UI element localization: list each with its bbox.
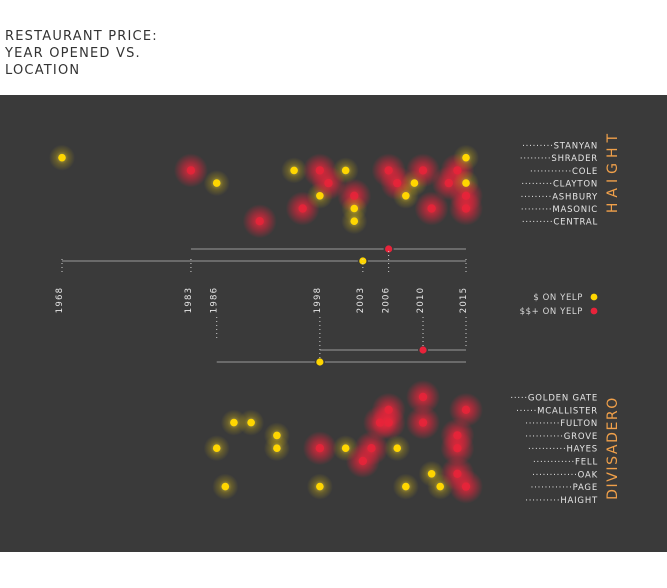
- glow-layer: [49, 144, 483, 504]
- street-label-masonic: ·········MASONIC: [521, 205, 598, 215]
- street-label-haight: ··········HAIGHT: [525, 496, 598, 506]
- divisadero-point: [316, 482, 324, 491]
- divisadero-point: [375, 418, 385, 427]
- legend-label: $ ON YELP: [533, 293, 583, 303]
- neighborhood-labels: HAIGHT DIVISADERO: [605, 129, 621, 500]
- haight-point: [384, 166, 393, 175]
- street-label-cole: ············COLE: [530, 167, 598, 177]
- haight-point: [427, 204, 436, 213]
- haight-point: [316, 192, 324, 200]
- haight-range-marker: [385, 245, 393, 253]
- street-label-fulton: ··········FULTON: [525, 419, 598, 429]
- legend-label: $$+ ON YELP: [520, 307, 583, 317]
- street-label-ashbury: ·········ASHBURY: [521, 192, 598, 202]
- year-tick-label: 2010: [416, 287, 426, 313]
- haight-point: [461, 191, 471, 200]
- haight-point: [341, 166, 350, 175]
- haight-point: [298, 204, 307, 213]
- haight-point: [350, 204, 359, 213]
- divisadero-point: [367, 444, 376, 453]
- street-label-page: ············PAGE: [531, 483, 598, 493]
- divisadero-point: [427, 470, 436, 478]
- divisadero-point: [230, 418, 238, 427]
- divisadero-range-marker: [316, 358, 324, 366]
- street-label-clayton: ·········CLAYTON: [521, 180, 598, 190]
- divisadero-point: [384, 418, 393, 427]
- haight-range-marker: [359, 257, 367, 265]
- street-labels: ·········STANYAN ·········SHRADER ········…: [510, 142, 598, 506]
- year-tick-label: 2003: [356, 287, 366, 313]
- haight-point: [402, 192, 410, 200]
- haight-point: [410, 179, 419, 187]
- year-tick-label: 1968: [55, 287, 65, 313]
- street-label-grove: ···········GROVE: [525, 432, 598, 442]
- divisadero-point: [341, 444, 350, 453]
- year-tick-label: 1986: [210, 287, 220, 313]
- haight-point: [315, 166, 325, 175]
- street-label-stanyan: ·········STANYAN: [522, 142, 598, 152]
- divisadero-point: [453, 469, 462, 478]
- street-label-oak: ·············OAK: [532, 470, 598, 480]
- haight-point: [462, 179, 470, 187]
- haight-point: [290, 166, 298, 175]
- haight-point: [350, 217, 359, 225]
- divisadero-point: [212, 444, 221, 453]
- year-tick-label: 1998: [313, 287, 323, 313]
- divisadero-point: [402, 482, 410, 491]
- street-label-central: ·········CENTRAL: [522, 218, 598, 228]
- chart-panel: 1968 1983 1986 1998 2003 2006 2010 2015 ·······…: [0, 95, 667, 552]
- haight-point: [186, 166, 196, 175]
- haight-point: [453, 166, 462, 175]
- divisadero-point: [393, 444, 402, 453]
- range-lines: [62, 245, 466, 366]
- divisadero-point: [384, 405, 393, 414]
- divisadero-point: [453, 431, 462, 440]
- divisadero-point: [221, 482, 230, 491]
- divisadero-point: [273, 431, 281, 440]
- year-tick-label: 2015: [459, 287, 469, 313]
- year-ticks: 1968 1983 1986 1998 2003 2006 2010 2015: [55, 251, 469, 361]
- haight-point: [393, 178, 402, 188]
- divisadero-point: [418, 418, 428, 427]
- divisadero-point: [461, 482, 471, 491]
- legend-swatch: [590, 293, 598, 301]
- point-layer: [58, 153, 471, 491]
- year-tick-label: 1983: [184, 287, 194, 313]
- divisadero-point: [461, 405, 471, 414]
- divisadero-point: [418, 392, 428, 402]
- divisadero-point: [436, 482, 445, 491]
- street-label-mcallister: ······MCALLISTER: [516, 406, 598, 416]
- street-label-hayes: ···········HAYES: [528, 445, 598, 455]
- haight-point: [212, 179, 221, 187]
- haight-point: [350, 191, 359, 200]
- street-label-golden-gate: ·····GOLDEN GATE: [510, 394, 598, 404]
- haight-point: [58, 153, 66, 162]
- street-label-fell: ············FELL: [533, 458, 598, 468]
- chart-canvas: 1968 1983 1986 1998 2003 2006 2010 2015 ·······…: [49, 129, 621, 506]
- haight-point: [418, 166, 428, 175]
- haight-point: [324, 178, 333, 188]
- divisadero-range-marker: [419, 346, 427, 354]
- legend-swatch: [590, 307, 598, 315]
- haight-point: [444, 178, 454, 188]
- street-label-shrader: ·········SHRADER: [520, 154, 598, 164]
- neighborhood-label-haight: HAIGHT: [605, 129, 621, 213]
- year-tick-label: 2006: [382, 287, 392, 313]
- haight-point: [462, 153, 470, 162]
- divisadero-point: [358, 456, 368, 466]
- haight-point: [255, 217, 264, 226]
- legend: $ ON YELP $$+ ON YELP: [520, 293, 598, 317]
- divisadero-point: [247, 418, 255, 427]
- chart-title: RESTAURANT PRICE: YEAR OPENED VS. LOCATI…: [5, 29, 158, 78]
- divisadero-point: [453, 444, 462, 453]
- divisadero-point: [273, 444, 281, 453]
- neighborhood-label-divisadero: DIVISADERO: [605, 396, 621, 500]
- haight-point: [461, 204, 471, 213]
- divisadero-point: [315, 444, 325, 453]
